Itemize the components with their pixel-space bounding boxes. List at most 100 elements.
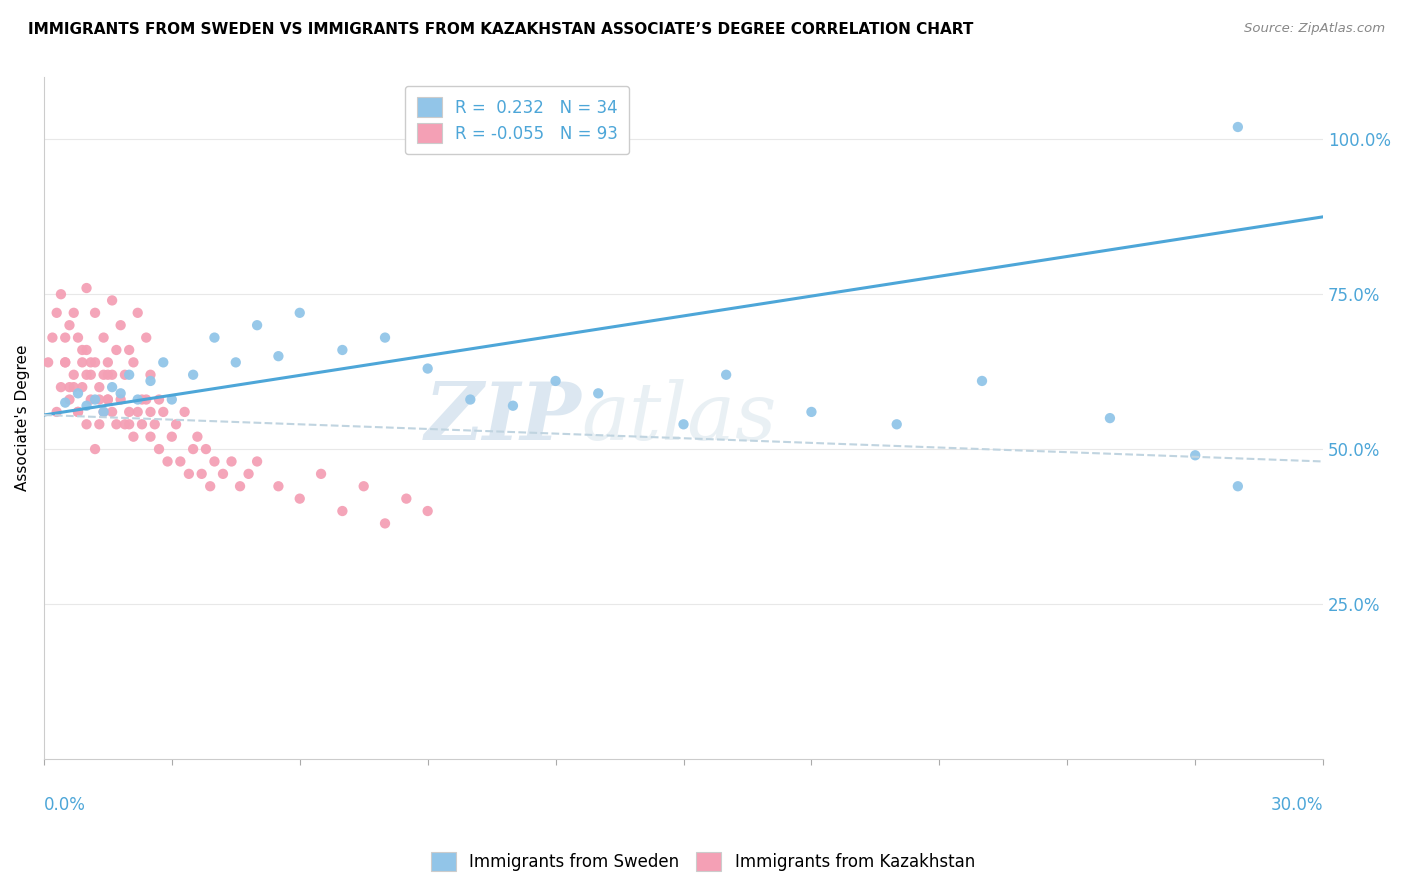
Point [672, 417, 695, 432]
Text: 30.0%: 30.0% [1271, 797, 1323, 814]
Point [127, 392, 149, 407]
Point [225, 355, 247, 369]
Point [118, 417, 141, 432]
Point [58, 392, 80, 407]
Point [374, 516, 396, 531]
Point [110, 386, 132, 401]
Point [45, 306, 67, 320]
Text: atlas: atlas [581, 379, 776, 457]
Point [89, 380, 111, 394]
Point [309, 467, 332, 481]
Point [122, 355, 145, 369]
Point [84, 442, 107, 456]
Point [118, 343, 141, 357]
Point [53, 355, 76, 369]
Point [458, 392, 481, 407]
Point [156, 454, 179, 468]
Point [89, 417, 111, 432]
Text: Source: ZipAtlas.com: Source: ZipAtlas.com [1244, 22, 1385, 36]
Text: 0.0%: 0.0% [44, 797, 86, 814]
Point [72, 355, 94, 369]
Point [198, 479, 221, 493]
Point [1184, 448, 1206, 462]
Point [173, 405, 195, 419]
Point [177, 467, 200, 481]
Point [160, 430, 183, 444]
Point [66, 386, 89, 401]
Point [122, 430, 145, 444]
Point [186, 430, 208, 444]
Point [105, 417, 128, 432]
Point [139, 368, 162, 382]
Point [332, 343, 354, 357]
Point [58, 380, 80, 394]
Point [101, 368, 124, 382]
Point [76, 368, 98, 382]
Point [80, 392, 103, 407]
Point [131, 392, 153, 407]
Point [416, 504, 439, 518]
Point [148, 392, 170, 407]
Point [49, 380, 72, 394]
Point [288, 306, 311, 320]
Point [66, 405, 89, 419]
Point [152, 405, 174, 419]
Point [190, 467, 212, 481]
Point [131, 417, 153, 432]
Point [118, 405, 141, 419]
Point [416, 361, 439, 376]
Text: IMMIGRANTS FROM SWEDEN VS IMMIGRANTS FROM KAZAKHSTAN ASSOCIATE’S DEGREE CORRELAT: IMMIGRANTS FROM SWEDEN VS IMMIGRANTS FRO… [28, 22, 973, 37]
Point [53, 355, 76, 369]
Point [62, 368, 84, 382]
Point [53, 395, 76, 409]
Point [152, 355, 174, 369]
Point [135, 330, 157, 344]
Point [66, 330, 89, 344]
Point [118, 368, 141, 382]
Point [160, 392, 183, 407]
Point [127, 306, 149, 320]
Point [970, 374, 993, 388]
Point [101, 293, 124, 308]
Point [229, 479, 252, 493]
Point [886, 417, 908, 432]
Point [181, 442, 204, 456]
Point [1226, 479, 1249, 493]
Point [165, 417, 187, 432]
Point [135, 392, 157, 407]
Point [181, 368, 204, 382]
Point [800, 405, 823, 419]
Point [97, 368, 120, 382]
Point [544, 374, 567, 388]
Point [53, 330, 76, 344]
Point [143, 417, 166, 432]
Point [374, 330, 396, 344]
Point [267, 349, 290, 363]
Legend: Immigrants from Sweden, Immigrants from Kazakhstan: Immigrants from Sweden, Immigrants from … [423, 843, 983, 880]
Point [105, 343, 128, 357]
Point [76, 281, 98, 295]
Point [93, 330, 115, 344]
Point [238, 467, 260, 481]
Point [139, 430, 162, 444]
Y-axis label: Associate's Degree: Associate's Degree [15, 345, 30, 491]
Point [58, 318, 80, 333]
Point [194, 442, 217, 456]
Point [288, 491, 311, 506]
Point [353, 479, 375, 493]
Point [49, 287, 72, 301]
Point [66, 405, 89, 419]
Point [395, 491, 418, 506]
Point [221, 454, 243, 468]
Point [101, 405, 124, 419]
Point [45, 405, 67, 419]
Point [246, 454, 269, 468]
Point [72, 380, 94, 394]
Point [93, 405, 115, 419]
Point [169, 454, 191, 468]
Point [267, 479, 290, 493]
Point [80, 368, 103, 382]
Text: ZIP: ZIP [425, 379, 581, 457]
Point [89, 392, 111, 407]
Point [1226, 120, 1249, 134]
